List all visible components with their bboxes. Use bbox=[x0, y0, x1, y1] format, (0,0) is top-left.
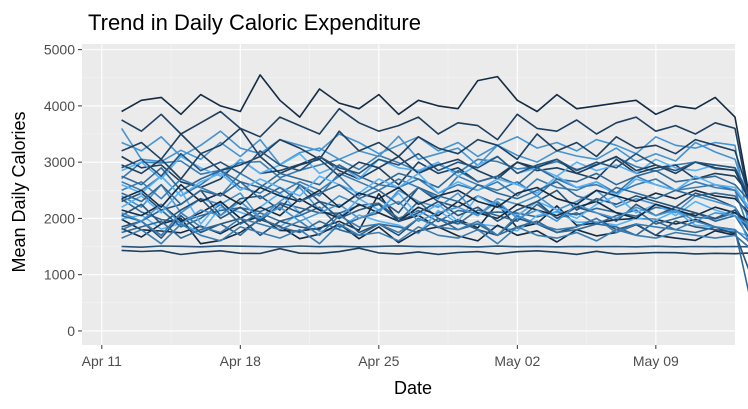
series-line bbox=[121, 152, 748, 201]
series-line bbox=[121, 150, 748, 196]
y-tick-label: 5000 bbox=[44, 42, 75, 58]
series-line bbox=[121, 183, 748, 243]
x-tick-label: May 02 bbox=[494, 353, 540, 369]
major-gridlines bbox=[82, 44, 735, 345]
x-tick-label: May 09 bbox=[633, 353, 679, 369]
series-line bbox=[121, 247, 748, 256]
series-line bbox=[121, 130, 748, 228]
chart-title: Trend in Daily Caloric Expenditure bbox=[88, 10, 421, 35]
series-line bbox=[121, 74, 748, 194]
series-line bbox=[121, 181, 748, 216]
y-axis-title: Mean Daily Calories bbox=[9, 111, 29, 272]
series-line bbox=[121, 245, 748, 248]
series-line bbox=[121, 107, 748, 200]
series-line bbox=[121, 197, 748, 232]
x-tick-label: Apr 18 bbox=[220, 353, 261, 369]
series-line bbox=[121, 223, 748, 248]
y-tick-label: 3000 bbox=[44, 154, 75, 170]
y-tick-label: 2000 bbox=[44, 210, 75, 226]
series-line bbox=[121, 169, 748, 211]
series-line bbox=[121, 200, 748, 226]
series-line bbox=[121, 164, 748, 201]
x-tick-label: Apr 25 bbox=[358, 353, 399, 369]
y-tick-label: 4000 bbox=[44, 98, 75, 114]
y-tick-label: 1000 bbox=[44, 267, 75, 283]
series-line bbox=[121, 172, 748, 208]
series-lines bbox=[120, 74, 748, 293]
series-line bbox=[121, 212, 748, 242]
series-line bbox=[121, 152, 748, 192]
series-line bbox=[121, 197, 748, 222]
plot-area bbox=[82, 44, 748, 345]
axes: 0 1000 2000 3000 4000 5000 Apr 11 Apr 18 Apr 25 M… bbox=[44, 42, 679, 369]
plot-panel bbox=[82, 44, 735, 345]
x-axis-title: Date bbox=[394, 378, 432, 398]
series-line bbox=[121, 155, 748, 195]
series-line bbox=[120, 127, 748, 204]
series-line bbox=[121, 127, 748, 195]
x-tick-label: Apr 11 bbox=[82, 353, 122, 369]
y-tick-label: 0 bbox=[67, 323, 75, 339]
